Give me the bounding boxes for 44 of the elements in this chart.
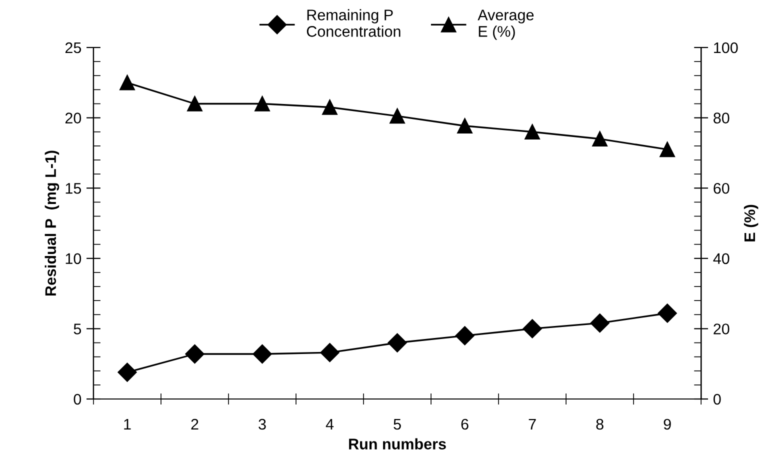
point bbox=[660, 142, 675, 158]
y-tick-label: 20 bbox=[65, 112, 82, 124]
y-tick-label: 10 bbox=[66, 253, 82, 264]
y-axis-title: Residual P (mg L-1) bbox=[44, 150, 60, 296]
y2-tick-label: 80 bbox=[714, 112, 730, 124]
x-tick-label: 2 bbox=[191, 418, 198, 430]
legend-label: Average E (%) bbox=[478, 10, 534, 40]
legend-label: Remaining P Concentration bbox=[306, 9, 400, 37]
y-tick-label: 5 bbox=[74, 324, 82, 334]
point bbox=[388, 333, 407, 352]
x-tick-label: 6 bbox=[461, 418, 468, 430]
y-tick-label: 25 bbox=[65, 42, 82, 54]
point bbox=[658, 304, 677, 323]
x-tick-label: 4 bbox=[326, 419, 334, 430]
y2-tick-label: 20 bbox=[714, 324, 730, 334]
y2-tick-label: 40 bbox=[713, 253, 730, 264]
point bbox=[522, 319, 542, 338]
point bbox=[254, 96, 270, 112]
x-tick-label: 8 bbox=[596, 418, 604, 430]
point bbox=[185, 344, 204, 364]
y2-tick-label: 0 bbox=[714, 394, 721, 405]
x-tick-label: 1 bbox=[124, 419, 131, 430]
point bbox=[118, 362, 137, 382]
point bbox=[455, 326, 474, 346]
y2-tick-label: 60 bbox=[714, 182, 730, 194]
point bbox=[322, 100, 338, 115]
point bbox=[252, 344, 272, 364]
point bbox=[590, 314, 610, 333]
point bbox=[457, 118, 472, 134]
x-tick-label: 9 bbox=[664, 418, 671, 430]
x-tick-label: 7 bbox=[528, 419, 536, 430]
y-tick-label: 0 bbox=[74, 394, 82, 405]
point bbox=[524, 124, 540, 140]
y-tick-label: 15 bbox=[66, 183, 82, 194]
point bbox=[390, 108, 405, 124]
x-tick-label: 3 bbox=[258, 418, 266, 430]
y2-axis-title: E (%) bbox=[744, 204, 758, 242]
x-axis-title: Run numbers bbox=[349, 438, 446, 450]
x-tick-label: 5 bbox=[394, 419, 401, 430]
point bbox=[592, 131, 608, 147]
point bbox=[120, 75, 135, 90]
y2-tick-label: 100 bbox=[714, 42, 738, 54]
point bbox=[187, 96, 202, 112]
point bbox=[320, 343, 340, 362]
